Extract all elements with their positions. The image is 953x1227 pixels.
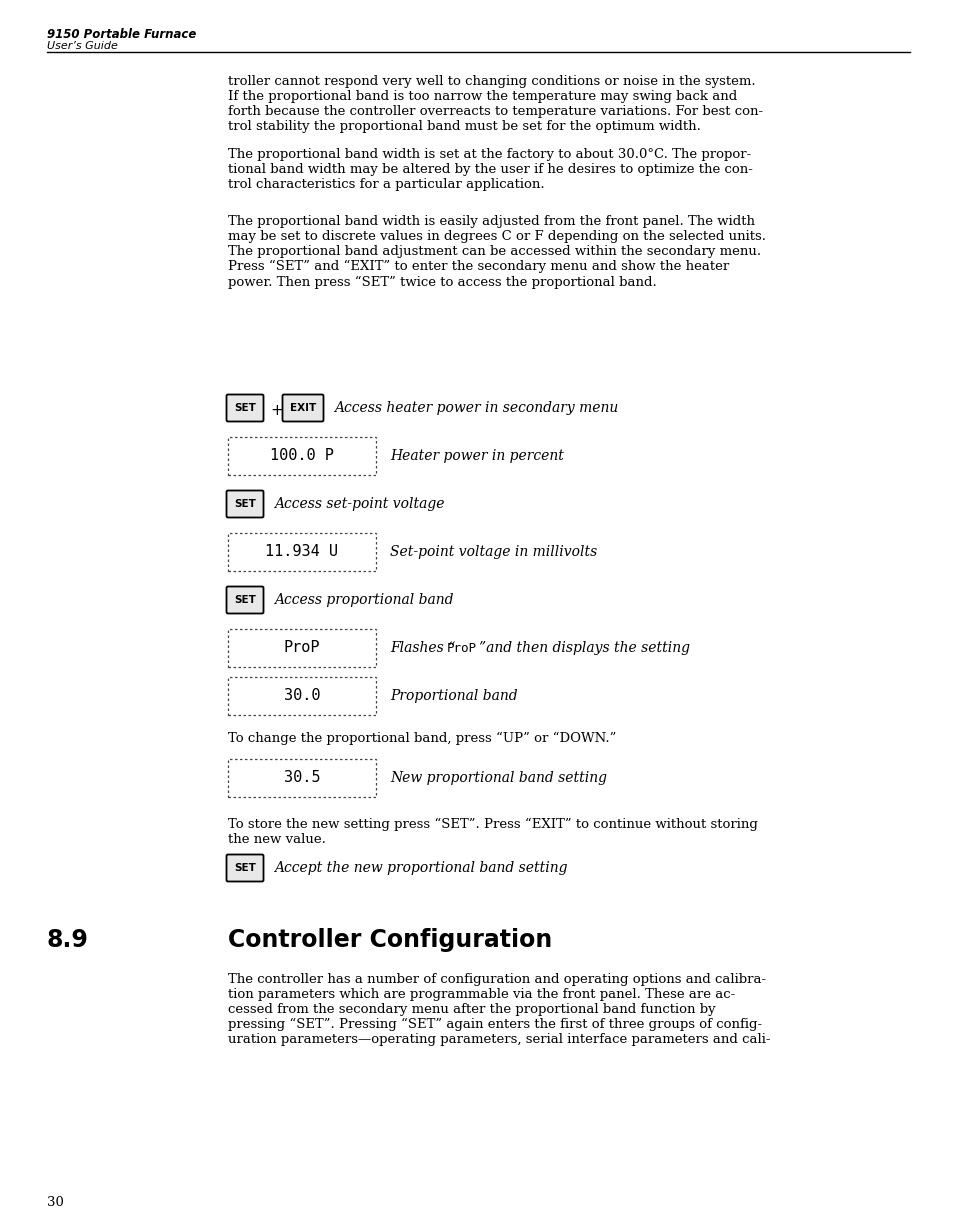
Text: Proportional band: Proportional band: [390, 690, 517, 703]
Text: User’s Guide: User’s Guide: [47, 40, 118, 52]
Text: Access heater power in secondary menu: Access heater power in secondary menu: [334, 401, 618, 415]
FancyBboxPatch shape: [226, 854, 263, 881]
Text: 30: 30: [47, 1196, 64, 1209]
FancyBboxPatch shape: [226, 395, 263, 422]
Text: the new value.: the new value.: [228, 833, 326, 845]
FancyBboxPatch shape: [226, 491, 263, 518]
Text: SET: SET: [233, 595, 255, 605]
Text: 8.9: 8.9: [47, 928, 89, 952]
Text: Access set-point voltage: Access set-point voltage: [274, 497, 444, 510]
Text: To change the proportional band, press “UP” or “DOWN.”: To change the proportional band, press “…: [228, 733, 616, 745]
Bar: [228, 533, 375, 571]
Text: 30.5: 30.5: [283, 771, 320, 785]
Text: To store the new setting press “SET”. Press “EXIT” to continue without storing: To store the new setting press “SET”. Pr…: [228, 818, 757, 831]
FancyBboxPatch shape: [226, 587, 263, 614]
Text: 30.0: 30.0: [283, 688, 320, 703]
Text: SET: SET: [233, 863, 255, 872]
Text: 11.934 U: 11.934 U: [265, 545, 338, 560]
Text: EXIT: EXIT: [290, 402, 315, 413]
Text: 9150 Portable Furnace: 9150 Portable Furnace: [47, 28, 196, 40]
Text: SET: SET: [233, 499, 255, 509]
Text: ProP: ProP: [447, 642, 476, 654]
Text: The controller has a number of configuration and operating options and calibra-
: The controller has a number of configura…: [228, 973, 770, 1047]
Text: SET: SET: [233, 402, 255, 413]
Text: ”and then displays the setting: ”and then displays the setting: [478, 640, 689, 655]
Bar: [228, 760, 375, 798]
Text: Access proportional band: Access proportional band: [274, 593, 453, 607]
Bar: [228, 629, 375, 667]
FancyBboxPatch shape: [282, 395, 323, 422]
Bar: [228, 677, 375, 715]
Text: Flashes “: Flashes “: [390, 640, 455, 655]
Text: Accept the new proportional band setting: Accept the new proportional band setting: [274, 861, 567, 875]
Text: troller cannot respond very well to changing conditions or noise in the system.
: troller cannot respond very well to chan…: [228, 75, 762, 133]
Text: 100.0 P: 100.0 P: [270, 449, 334, 464]
Text: +: +: [270, 402, 282, 418]
Text: Heater power in percent: Heater power in percent: [390, 449, 563, 463]
Bar: [228, 437, 375, 475]
Text: The proportional band width is set at the factory to about 30.0°C. The propor-
t: The proportional band width is set at th…: [228, 148, 752, 191]
Text: The proportional band width is easily adjusted from the front panel. The width
m: The proportional band width is easily ad…: [228, 215, 765, 288]
Text: Controller Configuration: Controller Configuration: [228, 928, 552, 952]
Text: ProP: ProP: [283, 640, 320, 655]
Text: New proportional band setting: New proportional band setting: [390, 771, 606, 785]
Text: Set-point voltage in millivolts: Set-point voltage in millivolts: [390, 545, 597, 560]
